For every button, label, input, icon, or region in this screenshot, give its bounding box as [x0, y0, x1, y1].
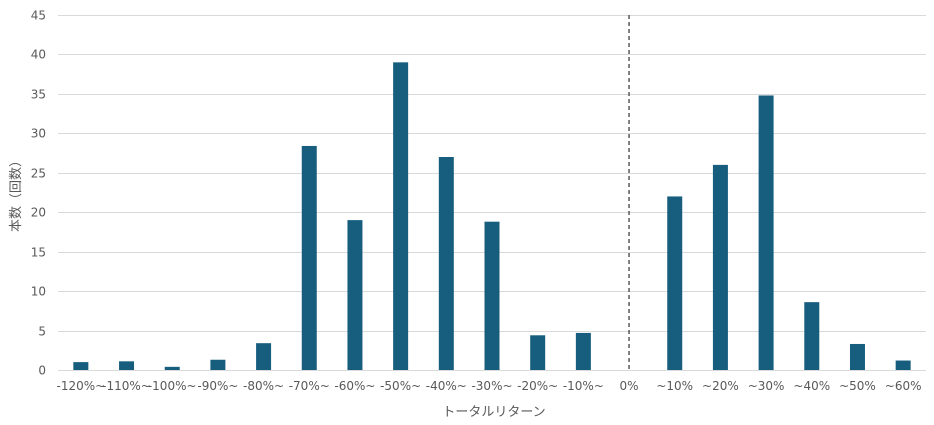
x-tick-label: -60%~	[334, 379, 375, 393]
x-axis-ticks: -120%~-110%~-100%~ -90%~ -80%~ -70%~ -60%~ -5…	[56, 379, 921, 393]
x-tick-label: -120%~	[56, 379, 105, 393]
y-tick-label: 30	[31, 127, 46, 141]
x-tick-label: -10%~	[563, 379, 604, 393]
bar-6	[347, 220, 363, 370]
bar-0	[73, 362, 89, 370]
x-axis-label: トータルリターン	[442, 405, 545, 420]
x-tick-label: -70%~	[289, 379, 330, 393]
x-tick-label: ~60%	[885, 379, 922, 393]
x-tick-label: ~20%	[702, 379, 739, 393]
y-tick-label: 0	[38, 364, 46, 378]
gridlines	[58, 15, 926, 371]
x-tick-label: -110%~	[102, 379, 151, 393]
bar-1	[119, 361, 135, 370]
bar-9	[484, 221, 500, 370]
x-tick-label: -80%~	[243, 379, 284, 393]
x-tick-label: ~40%	[793, 379, 830, 393]
x-tick-label: -20%~	[517, 379, 558, 393]
x-tick-label: -100%~	[148, 379, 197, 393]
bar-11	[575, 332, 591, 370]
bar-14	[712, 164, 728, 370]
bar-13	[667, 196, 683, 370]
y-tick-label: 15	[31, 246, 46, 260]
y-tick-label: 25	[31, 167, 46, 181]
bar-15	[758, 95, 774, 370]
bar-2	[164, 366, 180, 370]
y-axis-ticks: 0 5 10 15 20 25 30 35 40 45	[31, 9, 46, 378]
y-tick-label: 20	[31, 206, 46, 220]
x-tick-label: 0%	[620, 379, 639, 393]
x-tick-label: -90%~	[197, 379, 238, 393]
x-tick-label: ~50%	[839, 379, 876, 393]
bar-4	[256, 343, 272, 370]
bar-16	[804, 302, 820, 370]
bar-10	[530, 335, 546, 370]
y-axis-label: 本数（回数）	[9, 154, 24, 232]
y-tick-label: 5	[38, 325, 46, 339]
y-tick-label: 40	[31, 48, 46, 62]
y-tick-label: 45	[31, 9, 46, 23]
bar-17	[849, 343, 865, 370]
bar-8	[438, 157, 454, 370]
y-tick-label: 35	[31, 88, 46, 102]
bar-18	[895, 360, 911, 370]
bar-7	[393, 62, 409, 370]
x-tick-label: -30%~	[471, 379, 512, 393]
x-tick-label: -50%~	[380, 379, 421, 393]
x-tick-label: ~30%	[748, 379, 785, 393]
x-tick-label: -40%~	[426, 379, 467, 393]
y-tick-label: 10	[31, 285, 46, 299]
bars	[73, 62, 911, 370]
bar-3	[210, 359, 226, 370]
x-tick-label: ~10%	[656, 379, 693, 393]
bar-5	[301, 145, 317, 370]
